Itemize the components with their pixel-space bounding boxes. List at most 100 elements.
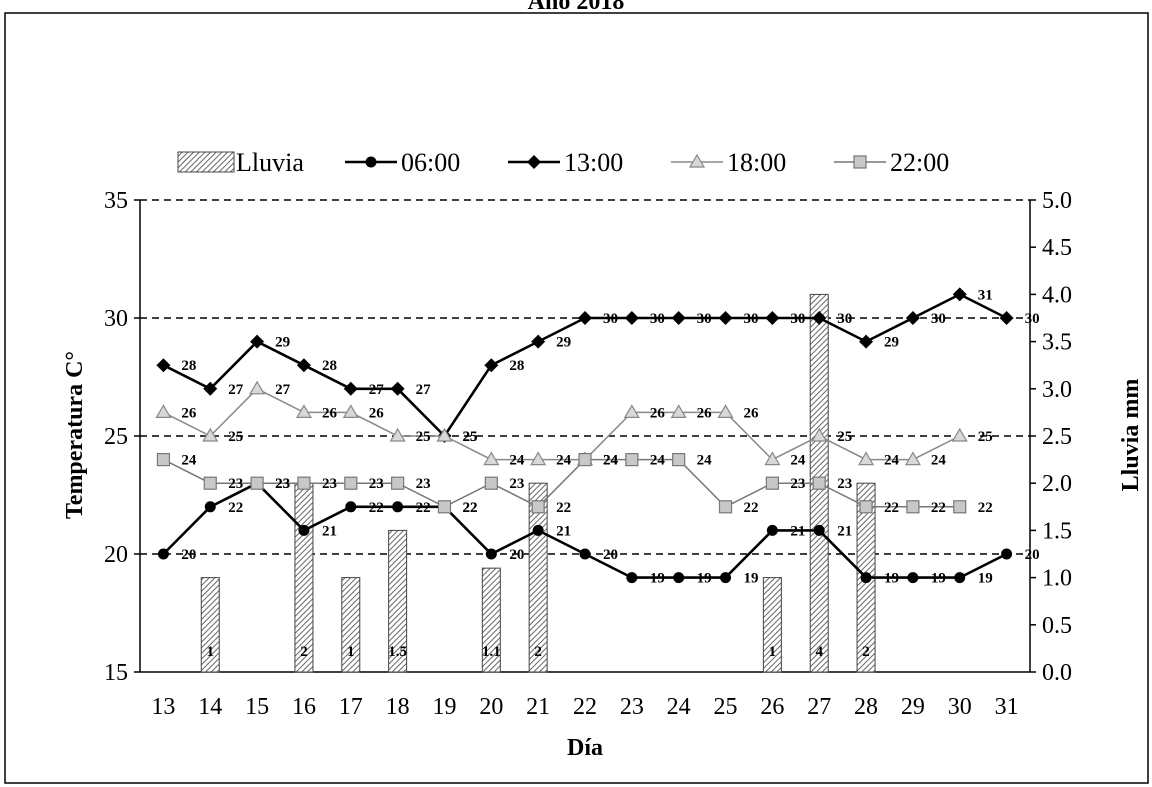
- point-1800: [951, 427, 968, 442]
- data-label-2200: 22: [978, 500, 993, 516]
- y2-tick-label: 1.0: [1042, 566, 1072, 592]
- point-2200: [297, 476, 311, 490]
- point-1800: [155, 404, 172, 418]
- point-0600: [485, 548, 497, 560]
- x-tick-label: 23: [620, 694, 644, 720]
- data-label-1300: 29: [884, 335, 899, 351]
- bar-lluvia: [200, 577, 220, 673]
- y-tick-label: 30: [104, 306, 128, 332]
- x-tick-label: 28: [854, 694, 878, 720]
- bar-data-label: 1: [207, 644, 215, 660]
- data-label-1300: 27: [369, 382, 385, 398]
- data-label-2200: 23: [275, 476, 290, 492]
- data-label-1300: 30: [1025, 311, 1040, 327]
- point-2200: [531, 500, 545, 514]
- bar-lluvia: [481, 567, 501, 673]
- axes: 15 20 25 30 35 0.0 0.5 1.0 1.5 2.0 2.5 3.0 3.5 4.0 4.5…: [104, 188, 1072, 720]
- data-label-0600: 19: [744, 571, 759, 587]
- point-2200: [718, 500, 733, 514]
- data-label-1300: 28: [509, 358, 524, 374]
- y2-tick-label: 4.5: [1042, 235, 1072, 261]
- x-tick-label: 15: [245, 694, 269, 720]
- point-1300: [905, 311, 920, 325]
- point-0600: [298, 524, 310, 536]
- y2-tick-label: 4.0: [1042, 282, 1072, 308]
- point-1300: [156, 358, 171, 373]
- x-axis-title: Día: [567, 735, 603, 761]
- data-label-1300: 29: [275, 335, 290, 351]
- point-1300: [531, 334, 546, 349]
- x-tick-label: 19: [432, 694, 456, 720]
- data-label-2200: 23: [369, 476, 384, 492]
- data-label-2200: 23: [509, 476, 524, 492]
- point-0600: [860, 572, 872, 584]
- bar-data-label: 2: [862, 644, 870, 660]
- point-1800: [389, 427, 406, 442]
- data-label-2200: 24: [697, 453, 713, 469]
- point-0600: [579, 548, 591, 560]
- point-0600: [907, 572, 919, 584]
- point-1300: [390, 381, 405, 396]
- point-0600: [766, 524, 778, 536]
- legend-marker-1300: [527, 155, 541, 169]
- point-1800: [904, 451, 921, 466]
- point-1300: [765, 311, 780, 325]
- data-label-1300: 25: [462, 429, 477, 445]
- legend-swatch-lluvia: [177, 151, 235, 173]
- data-label-0600: 22: [369, 500, 384, 516]
- data-label-1300: 30: [837, 311, 852, 327]
- point-1300: [859, 334, 874, 349]
- x-tick-label: 26: [760, 694, 784, 720]
- data-label-0600: 20: [509, 547, 524, 563]
- x-tick-label: 17: [339, 694, 363, 720]
- y2-axis-title: Lluvia mm: [1118, 379, 1144, 492]
- data-label-2200: 23: [322, 476, 337, 492]
- y-axis-title: Temperatura C°: [62, 351, 88, 519]
- point-1300: [578, 311, 592, 325]
- data-label-2200: 22: [931, 500, 946, 516]
- data-label-1800: 26: [650, 405, 666, 421]
- y-tick-label: 35: [104, 188, 128, 214]
- x-tick-label: 25: [714, 694, 738, 720]
- x-tick-label: 20: [479, 694, 503, 720]
- data-label-2200: 22: [884, 500, 899, 516]
- point-1300: [624, 311, 639, 325]
- point-1800: [530, 451, 547, 466]
- point-0600: [720, 572, 732, 584]
- x-tick-label: 30: [948, 694, 972, 720]
- point-1800: [858, 451, 875, 466]
- bar-data-label: 4: [815, 644, 823, 660]
- data-label-2200: 22: [744, 500, 759, 516]
- y-tick-label: 15: [104, 660, 128, 686]
- bar-lluvia: [388, 529, 408, 673]
- point-0600: [626, 572, 638, 584]
- bar-data-label: 2: [534, 644, 542, 660]
- point-2200: [250, 476, 264, 490]
- point-1300: [484, 358, 499, 373]
- data-label-1300: 31: [978, 287, 993, 303]
- data-label-2200: 23: [837, 476, 852, 492]
- point-2200: [625, 453, 639, 467]
- point-0600: [673, 572, 685, 584]
- point-0600: [532, 524, 544, 536]
- data-label-1300: 28: [181, 358, 196, 374]
- bar-data-label: 1.5: [388, 644, 407, 660]
- point-1800: [483, 451, 500, 466]
- x-tick-label: 24: [667, 694, 691, 720]
- point-2200: [953, 500, 967, 514]
- point-1300: [203, 381, 218, 396]
- point-0600: [954, 572, 966, 584]
- point-2200: [906, 500, 920, 514]
- point-2200: [156, 453, 171, 467]
- point-2200: [203, 476, 217, 490]
- data-label-0600: 19: [697, 571, 712, 587]
- data-label-2200: 23: [228, 476, 243, 492]
- data-label-1800: 24: [790, 453, 806, 469]
- data-label-1300: 29: [556, 335, 571, 351]
- data-label-0600: 21: [837, 523, 852, 539]
- legend-label-1800: 18:00: [727, 148, 786, 177]
- point-1300: [671, 311, 686, 325]
- data-label-1800: 25: [462, 429, 477, 445]
